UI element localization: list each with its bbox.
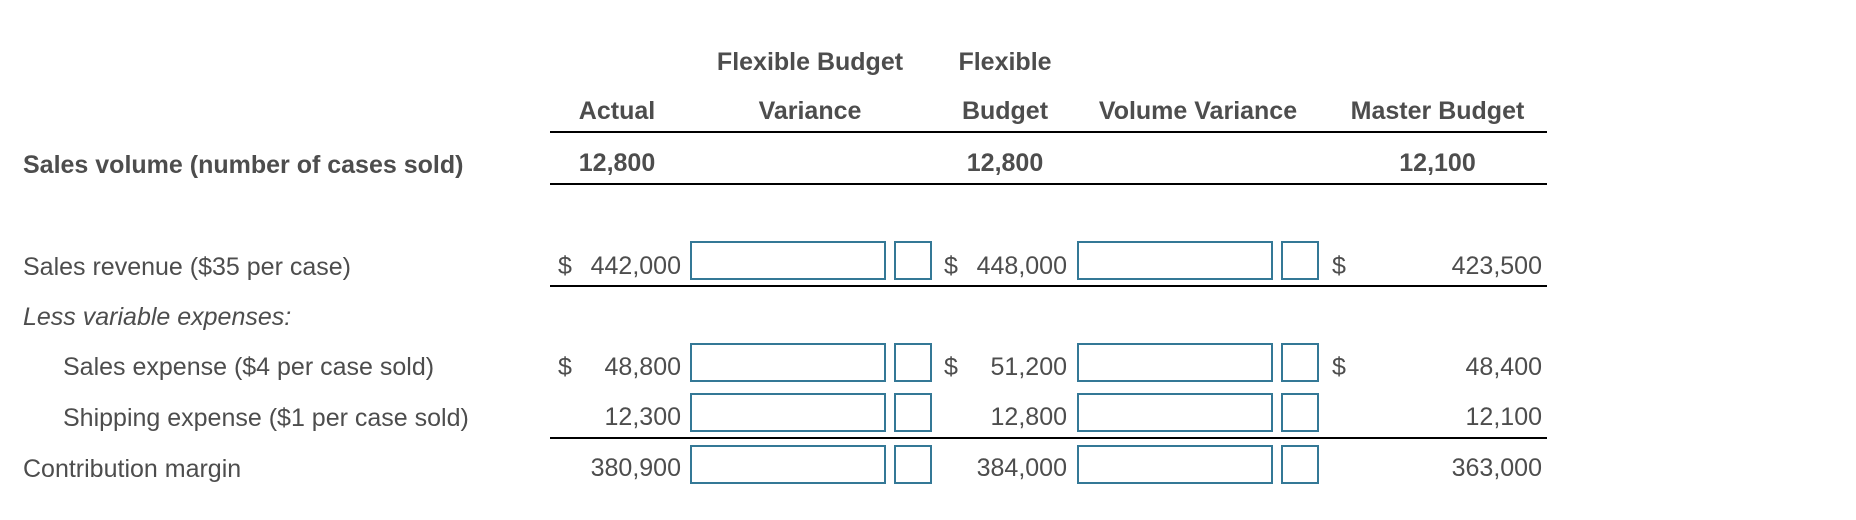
volume-variance-sales-revenue-input[interactable] — [1077, 241, 1273, 280]
sales-volume-rule — [550, 183, 1547, 185]
flex-variance-sales-revenue-type-input[interactable] — [894, 241, 932, 280]
actual-shipping-expense: 12,300 — [604, 403, 681, 431]
flex-dollar-sign: $ — [944, 252, 958, 280]
header-master-budget: Master Budget — [1350, 97, 1525, 125]
header-flexible-budget-line1: Flexible — [958, 48, 1052, 76]
actual-contribution-margin: 380,900 — [590, 454, 681, 482]
variable-expenses-rule — [550, 437, 1547, 439]
flex-budget-contribution-margin: 384,000 — [976, 454, 1067, 482]
header-actual: Actual — [578, 97, 656, 125]
volume-variance-sales-expense-type-input[interactable] — [1281, 343, 1319, 382]
flex-dollar-sign: $ — [944, 353, 958, 381]
master-dollar-sign: $ — [1332, 252, 1346, 280]
master-budget-shipping-expense: 12,100 — [1465, 403, 1542, 431]
master-budget-contribution-margin: 363,000 — [1451, 454, 1542, 482]
actual-sales-expense: 48,800 — [604, 353, 681, 381]
flex-variance-contribution-margin-input[interactable] — [690, 445, 886, 484]
row-label-sales-revenue: Sales revenue ($35 per case) — [23, 253, 351, 281]
master-budget-sales-revenue: 423,500 — [1451, 252, 1542, 280]
sales-volume-master-budget: 12,100 — [1399, 149, 1476, 177]
flex-variance-sales-expense-input[interactable] — [690, 343, 886, 382]
header-flexible-budget-variance-line2: Variance — [758, 97, 862, 125]
flex-variance-contribution-margin-type-input[interactable] — [894, 445, 932, 484]
actual-sales-revenue: 442,000 — [590, 252, 681, 280]
flex-budget-shipping-expense: 12,800 — [990, 403, 1067, 431]
row-label-contribution-margin: Contribution margin — [23, 455, 242, 483]
master-dollar-sign: $ — [1332, 353, 1346, 381]
flex-budget-sales-expense: 51,200 — [990, 353, 1067, 381]
volume-variance-shipping-expense-input[interactable] — [1077, 393, 1273, 432]
sales-revenue-rule — [550, 285, 1547, 287]
actual-dollar-sign: $ — [558, 252, 572, 280]
header-flexible-budget-line2: Budget — [961, 97, 1049, 125]
row-label-shipping-expense: Shipping expense ($1 per case sold) — [63, 404, 469, 432]
flex-variance-shipping-expense-input[interactable] — [690, 393, 886, 432]
header-rule — [550, 131, 1547, 133]
volume-variance-shipping-expense-type-input[interactable] — [1281, 393, 1319, 432]
sales-volume-flexible-budget: 12,800 — [966, 149, 1044, 177]
header-volume-variance: Volume Variance — [1098, 97, 1298, 125]
header-flexible-budget-variance-line1: Flexible Budget — [716, 48, 904, 76]
master-budget-sales-expense: 48,400 — [1465, 353, 1542, 381]
volume-variance-contribution-margin-input[interactable] — [1077, 445, 1273, 484]
actual-dollar-sign: $ — [558, 353, 572, 381]
volume-variance-sales-revenue-type-input[interactable] — [1281, 241, 1319, 280]
flex-budget-sales-revenue: 448,000 — [976, 252, 1067, 280]
sales-volume-actual: 12,800 — [578, 149, 656, 177]
flex-variance-sales-expense-type-input[interactable] — [894, 343, 932, 382]
row-label-less-variable-expenses: Less variable expenses: — [23, 303, 292, 331]
row-label-sales-expense: Sales expense ($4 per case sold) — [63, 353, 435, 381]
volume-variance-contribution-margin-type-input[interactable] — [1281, 445, 1319, 484]
volume-variance-sales-expense-input[interactable] — [1077, 343, 1273, 382]
flex-variance-shipping-expense-type-input[interactable] — [894, 393, 932, 432]
flex-variance-sales-revenue-input[interactable] — [690, 241, 886, 280]
sales-volume-label: Sales volume (number of cases sold) — [23, 151, 464, 179]
